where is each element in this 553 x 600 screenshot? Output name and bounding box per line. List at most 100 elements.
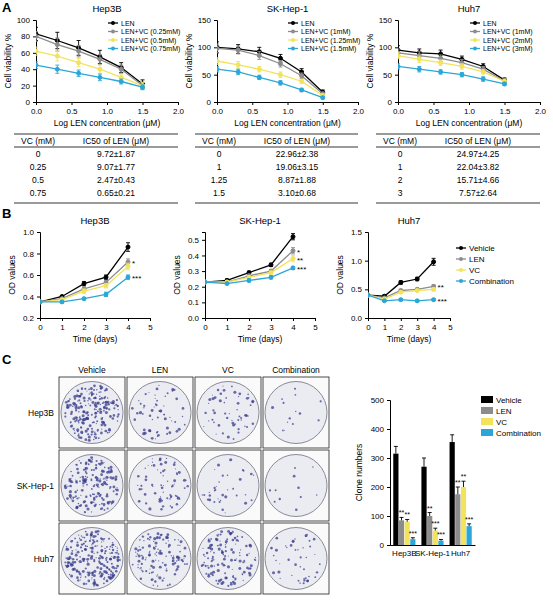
error-bar <box>104 284 108 288</box>
tick-mark <box>358 102 359 105</box>
tick-label: 2.0 <box>535 107 547 116</box>
legend-marker <box>473 47 477 51</box>
tick: 50 <box>202 71 217 80</box>
tick-label: 1.5 <box>499 107 511 116</box>
table-cell: 1 <box>398 162 403 172</box>
tick-mark <box>387 429 390 430</box>
error-bar <box>77 45 81 56</box>
significance-mark: *** <box>409 530 417 537</box>
legend-label: LEN+VC (2mM) <box>483 37 533 45</box>
tick-label: 100 <box>379 43 393 52</box>
tick-mark <box>540 102 541 105</box>
y-axis-title: Clone numbers <box>354 444 364 502</box>
tick: 1 <box>225 318 230 332</box>
x-axis: 012345 <box>38 318 153 332</box>
data-point <box>481 70 485 74</box>
tick: 0.5 <box>188 236 205 245</box>
table-rule <box>195 134 358 135</box>
error-bar <box>399 291 403 293</box>
tick: 1.5 <box>318 102 330 116</box>
line-chart: 0123450.00.51.01.5Huh7Time (days)OD valu… <box>335 215 514 344</box>
tick: 0 <box>388 98 398 107</box>
legend-item: LEN+VC (1mM) <box>288 28 351 36</box>
tick-mark <box>434 102 435 105</box>
legend-item: VC <box>481 418 507 427</box>
error-bar <box>481 70 485 74</box>
error-bar <box>236 62 240 69</box>
x-axis: 012345 <box>203 318 318 332</box>
data-point <box>300 74 304 78</box>
data-point <box>368 293 370 297</box>
y-axis: 0.00.51.01.5 <box>351 228 369 323</box>
table-cell: 0.65±0.21 <box>97 188 135 198</box>
row-label: Huh7 <box>34 554 55 564</box>
data-point <box>217 67 219 71</box>
legend-label: LEN <box>496 407 512 416</box>
y-axis-title: OD values <box>172 255 182 295</box>
row-label: SK-Hep-1 <box>17 481 55 491</box>
data-point <box>126 264 130 268</box>
legend-label: LEN+VC (0.5mM) <box>121 37 176 45</box>
tick-label: 80 <box>21 32 30 41</box>
significance-mark: ** <box>438 283 444 292</box>
error-bar <box>405 519 409 521</box>
error-bar <box>98 50 102 63</box>
data-point <box>247 278 251 282</box>
tick-mark <box>271 318 272 321</box>
x-axis: 012345 <box>366 318 453 332</box>
legend-item: LEN <box>456 255 485 264</box>
table-rule <box>376 203 540 204</box>
tick: 0.4 <box>188 252 205 261</box>
data-point <box>368 293 370 297</box>
error-bar <box>398 64 400 69</box>
data-point <box>141 85 145 89</box>
table-cell: 2.47±0.43 <box>97 175 135 185</box>
tick-mark <box>401 318 402 321</box>
tick: 0.0 <box>188 314 205 323</box>
legend-item: LEN <box>470 20 497 27</box>
tick: 2.0 <box>535 102 547 116</box>
y-axis: 050100150 <box>379 16 399 107</box>
data-point <box>415 288 419 292</box>
tick-label: 0.5 <box>66 107 78 116</box>
tick-label: 0.4 <box>188 252 200 261</box>
tick-label: 0.2 <box>23 314 35 323</box>
legend-marker <box>111 30 115 34</box>
tick-label: 3 <box>269 323 274 332</box>
tick-label: 0.6 <box>23 271 35 280</box>
y-axis-line <box>37 233 41 319</box>
data-point <box>257 54 261 58</box>
data-point <box>439 52 443 56</box>
tick-mark <box>365 261 368 262</box>
tick: 0.0 <box>351 314 368 323</box>
row-label: Hep3B <box>28 408 54 418</box>
tick-label: 0 <box>388 98 393 107</box>
data-point <box>55 54 59 58</box>
x-axis-line <box>206 319 316 322</box>
tick-label: 0 <box>38 323 43 332</box>
y-axis: 0100200300400500 <box>371 396 391 550</box>
tick: 5 <box>148 318 153 332</box>
data-point <box>415 299 419 303</box>
tick-label: 0.0 <box>393 107 405 116</box>
tick-mark <box>33 20 36 21</box>
panel-label: C <box>2 352 12 367</box>
error-bar <box>236 46 240 54</box>
error-bar <box>278 60 282 67</box>
table-cell: 9.07±1.77 <box>97 162 135 172</box>
data-point <box>382 299 386 303</box>
error-bar <box>40 301 42 303</box>
tick: 80 <box>21 32 36 41</box>
tick: 150 <box>198 16 217 25</box>
tick-mark <box>365 289 368 290</box>
data-point <box>321 96 325 100</box>
error-bar <box>98 74 102 81</box>
significance-mark: ** <box>427 505 433 512</box>
data-point <box>126 260 130 264</box>
data-point <box>55 67 59 71</box>
table-cell: 3.10±0.68 <box>278 188 316 198</box>
tick-label: 0.1 <box>188 298 200 307</box>
tick-label: 0.3 <box>188 267 200 276</box>
error-bar <box>399 281 403 284</box>
tick-mark <box>72 102 73 105</box>
